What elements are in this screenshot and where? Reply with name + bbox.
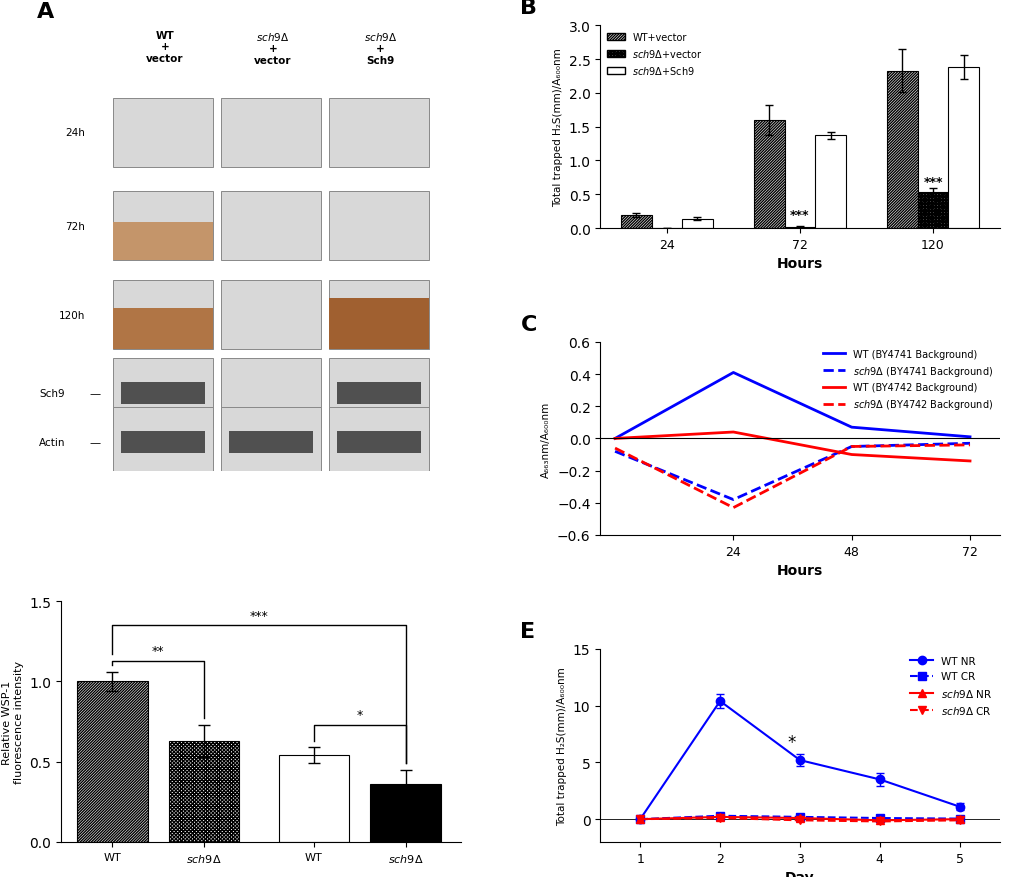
Text: 72h: 72h <box>65 222 85 232</box>
Bar <box>328 281 428 350</box>
Bar <box>328 298 428 350</box>
Bar <box>221 281 320 350</box>
Bar <box>221 359 320 428</box>
Text: ***: *** <box>250 610 268 623</box>
Text: *: * <box>787 733 796 752</box>
Text: 24h: 24h <box>65 128 85 138</box>
Text: Sch9: Sch9 <box>40 389 65 398</box>
Bar <box>113 98 213 168</box>
Text: WT
+
vector: WT + vector <box>146 31 183 64</box>
Bar <box>328 98 428 168</box>
Legend: WT NR, WT CR, $\it{sch9\Delta}$ NR, $\it{sch9\Delta}$ CR: WT NR, WT CR, $\it{sch9\Delta}$ NR, $\it… <box>907 654 994 718</box>
Bar <box>887 72 917 229</box>
Y-axis label: A₆₆₃nm/A₆₀₀nm: A₆₆₃nm/A₆₀₀nm <box>541 401 551 477</box>
Bar <box>113 408 213 477</box>
X-axis label: Hours: Hours <box>776 564 822 578</box>
Text: ***: *** <box>790 209 809 222</box>
Bar <box>121 382 205 404</box>
Text: *: * <box>357 709 363 722</box>
Bar <box>228 431 313 453</box>
Bar <box>336 382 420 404</box>
Bar <box>370 784 440 842</box>
Bar <box>917 193 948 229</box>
Bar <box>814 136 845 229</box>
Bar <box>113 223 213 261</box>
Bar <box>336 431 420 453</box>
Bar <box>753 121 784 229</box>
Bar <box>77 681 148 842</box>
Bar <box>278 755 350 842</box>
Y-axis label: Total trapped H₂S(mm)/A₆₀₀nm: Total trapped H₂S(mm)/A₆₀₀nm <box>556 667 567 824</box>
Text: B: B <box>520 0 537 18</box>
Bar <box>221 98 320 168</box>
Text: E: E <box>520 622 535 641</box>
Bar <box>121 431 205 453</box>
X-axis label: Hours: Hours <box>776 257 822 271</box>
Text: —: — <box>89 389 100 398</box>
Text: ***: *** <box>922 175 942 189</box>
Bar <box>328 408 428 477</box>
Bar <box>221 192 320 261</box>
Legend: WT (BY4741 Background), $\it{sch9\Delta}$ (BY4741 Background), WT (BY4742 Backgr: WT (BY4741 Background), $\it{sch9\Delta}… <box>820 347 994 414</box>
Bar <box>113 281 213 350</box>
Bar <box>168 741 239 842</box>
Text: Actin: Actin <box>39 438 65 447</box>
Text: $\it{sch9\Delta}$
+
Sch9: $\it{sch9\Delta}$ + Sch9 <box>364 31 397 66</box>
Y-axis label: Relative WSP-1
fluorescence intensity: Relative WSP-1 fluorescence intensity <box>2 660 23 783</box>
Text: $\it{sch9\Delta}$
+
vector: $\it{sch9\Delta}$ + vector <box>254 31 291 66</box>
Bar <box>328 192 428 261</box>
Bar <box>682 219 712 229</box>
Y-axis label: Total trapped H₂S(mm)/A₆₀₀nm: Total trapped H₂S(mm)/A₆₀₀nm <box>552 48 562 207</box>
Bar <box>113 192 213 261</box>
Legend: WT+vector, $\it{sch9\Delta}$+vector, $\it{sch9\Delta}$+Sch9: WT+vector, $\it{sch9\Delta}$+vector, $\i… <box>604 32 704 79</box>
Text: —: — <box>89 438 100 447</box>
Text: C: C <box>520 315 536 335</box>
Bar <box>328 359 428 428</box>
Text: A: A <box>38 2 54 22</box>
Bar <box>113 309 213 350</box>
Bar <box>948 68 978 229</box>
X-axis label: Day: Day <box>785 870 814 877</box>
Text: **: ** <box>152 645 164 658</box>
Bar <box>113 359 213 428</box>
Text: 120h: 120h <box>59 310 85 320</box>
Bar <box>221 408 320 477</box>
Bar <box>621 216 651 229</box>
